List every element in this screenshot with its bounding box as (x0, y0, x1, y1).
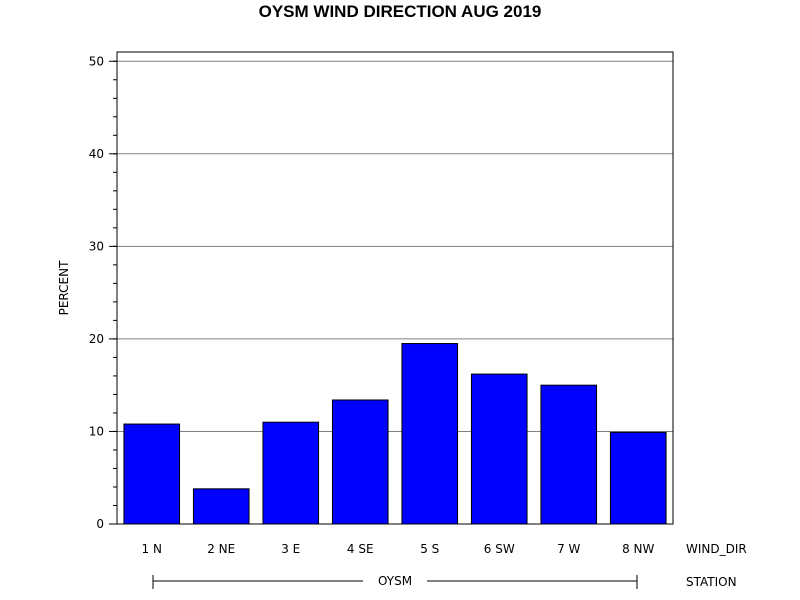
y-tick-label: 20 (89, 332, 104, 346)
chart-title: OYSM WIND DIRECTION AUG 2019 (259, 2, 542, 21)
station-axis-label: STATION (686, 575, 737, 589)
bars (123, 343, 667, 525)
station-group-label: OYSM (378, 574, 412, 588)
y-tick-label: 40 (89, 147, 104, 161)
x-tick-label: 2 NE (207, 542, 235, 556)
bar (401, 343, 459, 525)
y-tick-label: 0 (96, 517, 104, 531)
x-tick-label: 5 S (420, 542, 439, 556)
station-bracket: OYSM (152, 574, 638, 589)
bar (470, 373, 528, 525)
x-axis-label: WIND_DIR (686, 542, 747, 556)
bar (123, 423, 181, 525)
y-tick-label: 30 (89, 239, 104, 253)
y-axis-label: PERCENT (57, 260, 71, 315)
bar (540, 384, 598, 525)
x-tick-label: 6 SW (484, 542, 515, 556)
x-tick-label: 3 E (281, 542, 300, 556)
bar (192, 488, 250, 525)
gridlines (117, 60, 673, 432)
bar (609, 431, 667, 525)
bar (331, 399, 389, 525)
plot-frame (116, 51, 674, 525)
bar (262, 421, 320, 525)
y-tick-label: 10 (89, 424, 104, 438)
y-tick-label: 50 (89, 54, 104, 68)
x-tick-label: 1 N (142, 542, 162, 556)
x-tick-label: 4 SE (347, 542, 374, 556)
x-tick-label: 8 NW (622, 542, 654, 556)
x-axis-tick-labels: 1 N 2 NE 3 E 4 SE 5 S 6 SW 7 W 8 NW (142, 542, 655, 556)
y-axis: 0 10 20 30 40 50 (89, 54, 117, 531)
x-tick-label: 7 W (557, 542, 580, 556)
